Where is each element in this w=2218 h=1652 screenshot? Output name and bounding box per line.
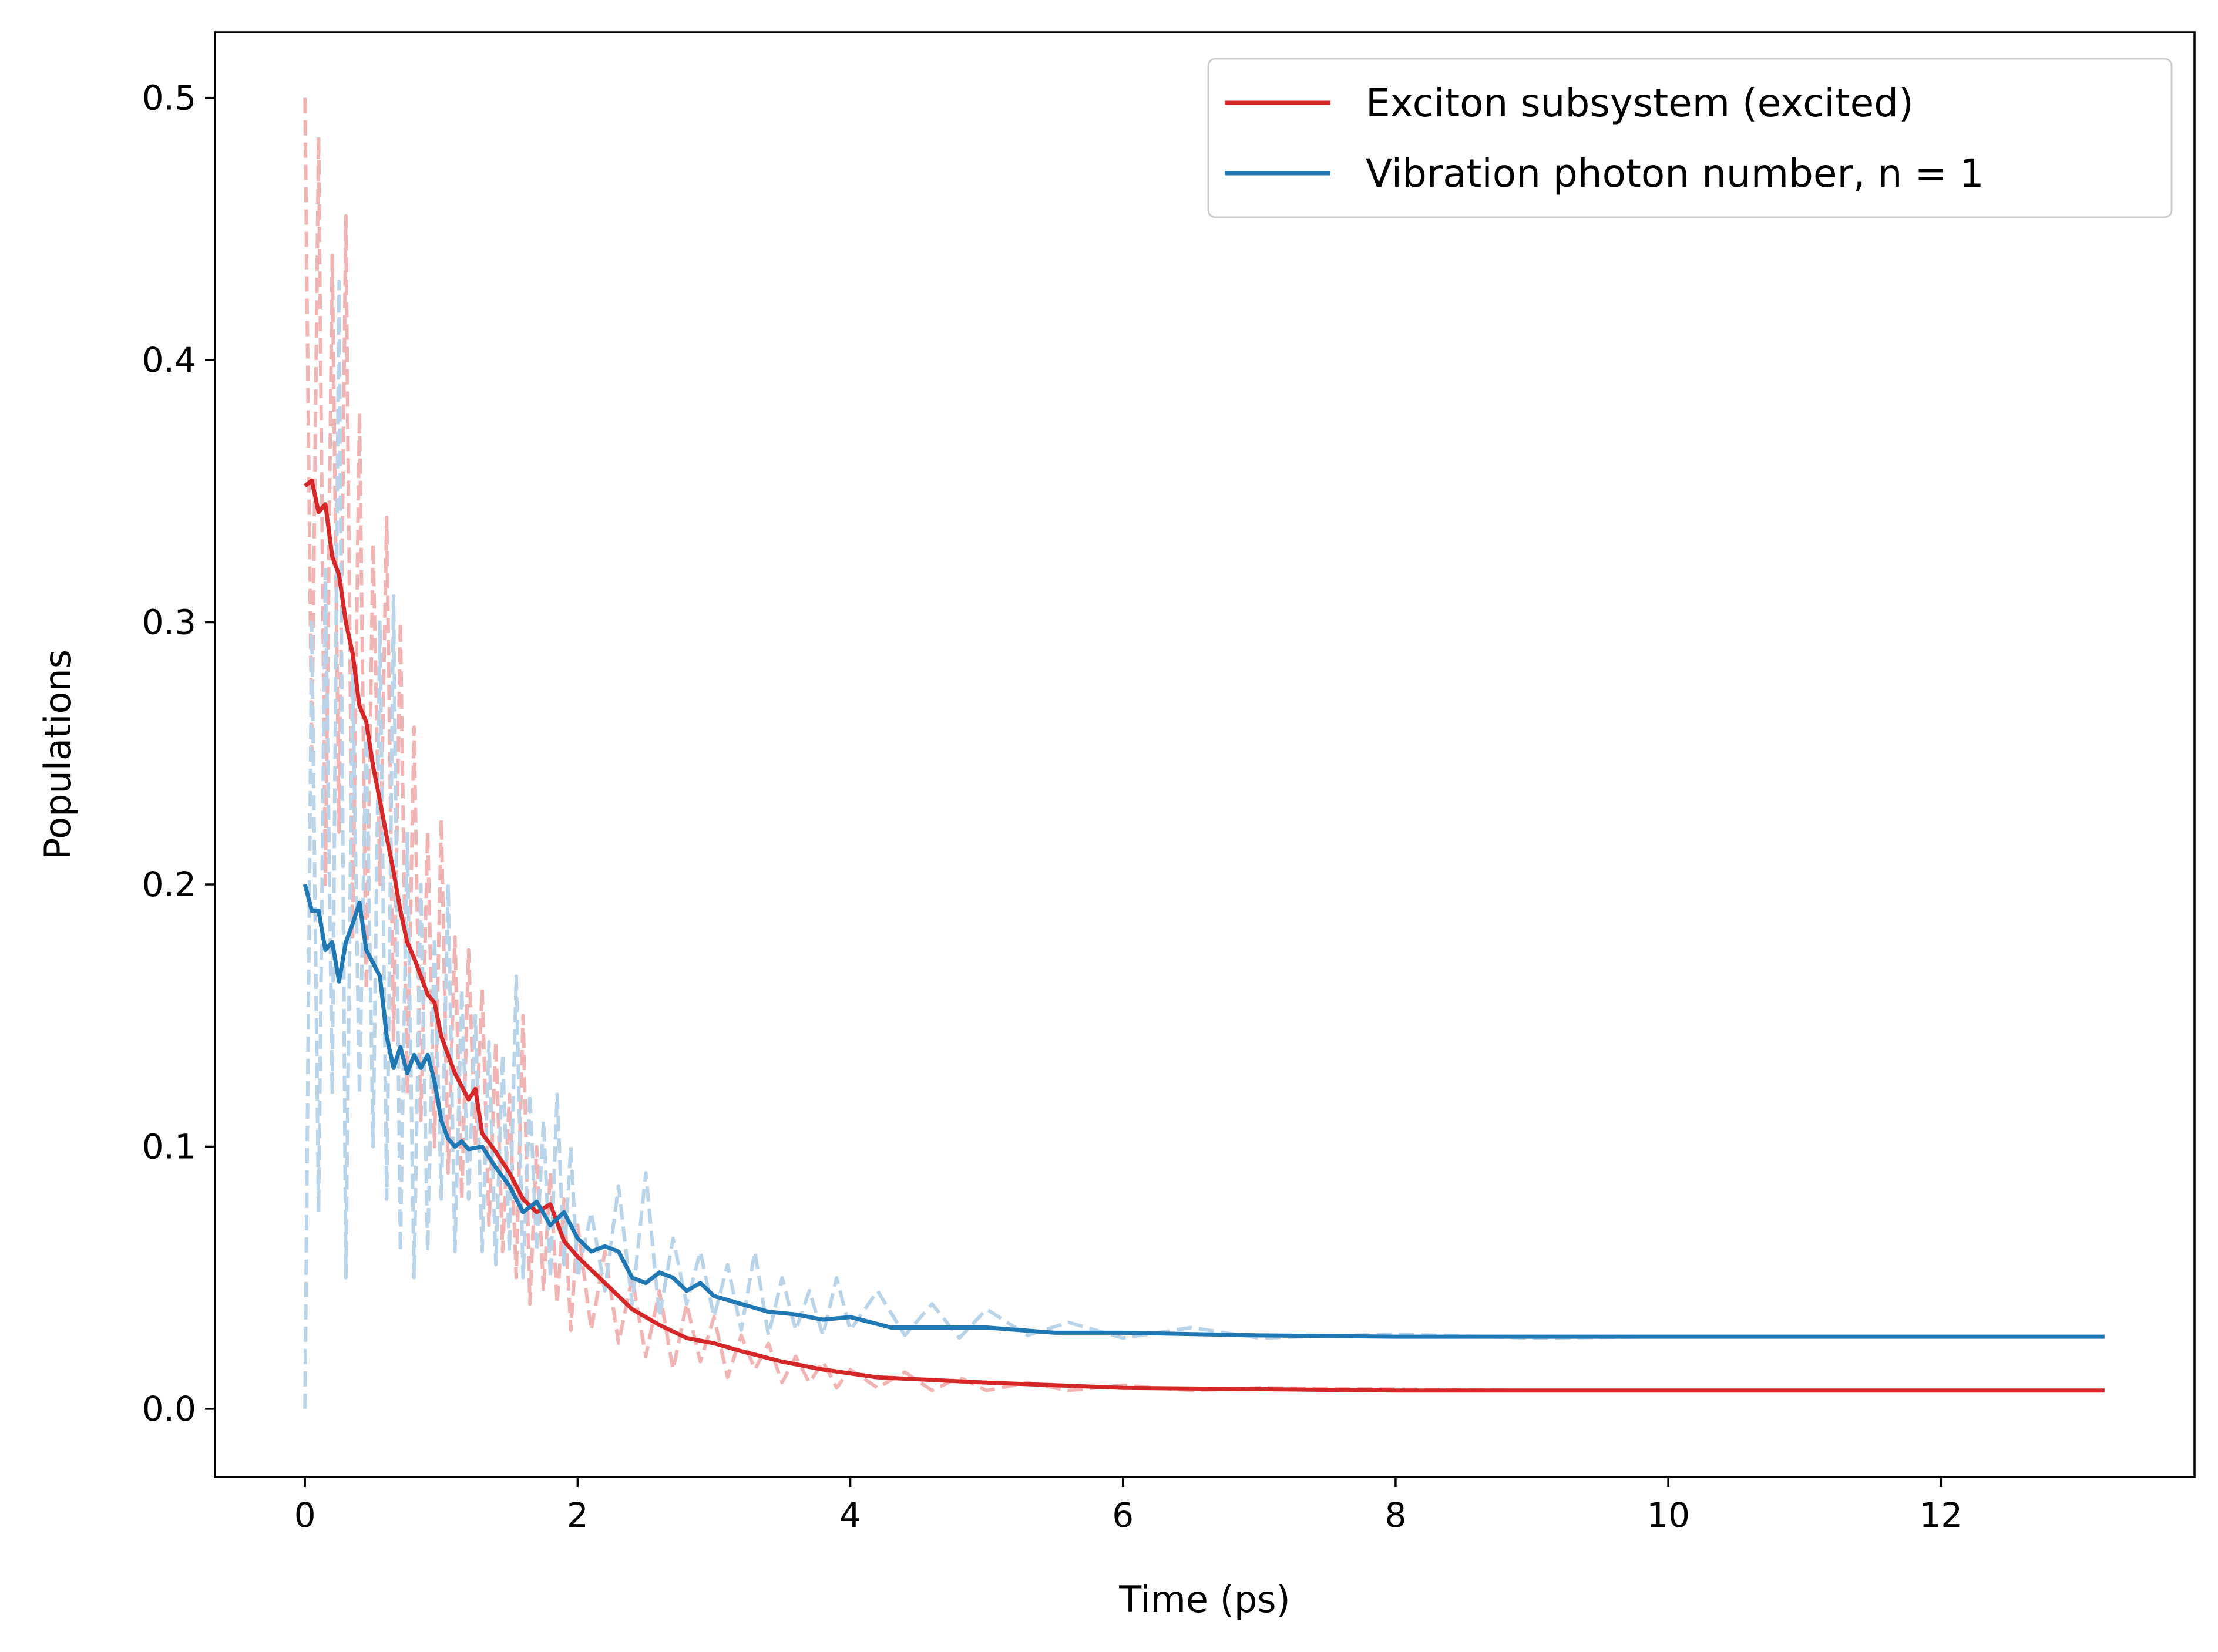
legend: Exciton subsystem (excited) Vibration ph…: [1207, 58, 2173, 218]
series-line-1: [303, 884, 2105, 1339]
x-tick-label-2: 4: [839, 1495, 861, 1535]
y-tick-label-3: 0.3: [142, 603, 196, 642]
y-axis: 0.0 0.1 0.2 0.3 0.4 0.5: [142, 78, 215, 1429]
x-tick-label-3: 6: [1112, 1495, 1134, 1535]
x-tick-label-5: 10: [1646, 1495, 1690, 1535]
legend-frame: [1207, 58, 2173, 218]
series-layer: [303, 97, 2105, 1409]
y-tick-label-5: 0.5: [142, 78, 196, 118]
legend-label-exciton: Exciton subsystem (excited): [1366, 80, 1914, 126]
x-tick-label-0: 0: [294, 1495, 316, 1535]
y-tick-label-2: 0.2: [142, 864, 196, 904]
y-tick-label-0: 0.0: [142, 1389, 196, 1429]
x-axis-title: Time (ps): [1118, 1578, 1290, 1621]
y-tick-label-1: 0.1: [142, 1126, 196, 1166]
x-tick-label-4: 8: [1384, 1495, 1406, 1535]
x-tick-label-6: 12: [1919, 1495, 1962, 1535]
series-line-3: [303, 280, 2105, 1409]
x-axis: 0 2 4 6 8 10 12: [294, 1477, 1962, 1535]
plot-frame: [214, 31, 2196, 1478]
y-tick-label-4: 0.4: [142, 340, 196, 380]
legend-label-vibration: Vibration photon number, n = 1: [1366, 151, 1984, 196]
series-line-0: [304, 478, 2105, 1393]
x-tick-label-1: 2: [567, 1495, 589, 1535]
y-axis-title: Populations: [36, 650, 79, 860]
